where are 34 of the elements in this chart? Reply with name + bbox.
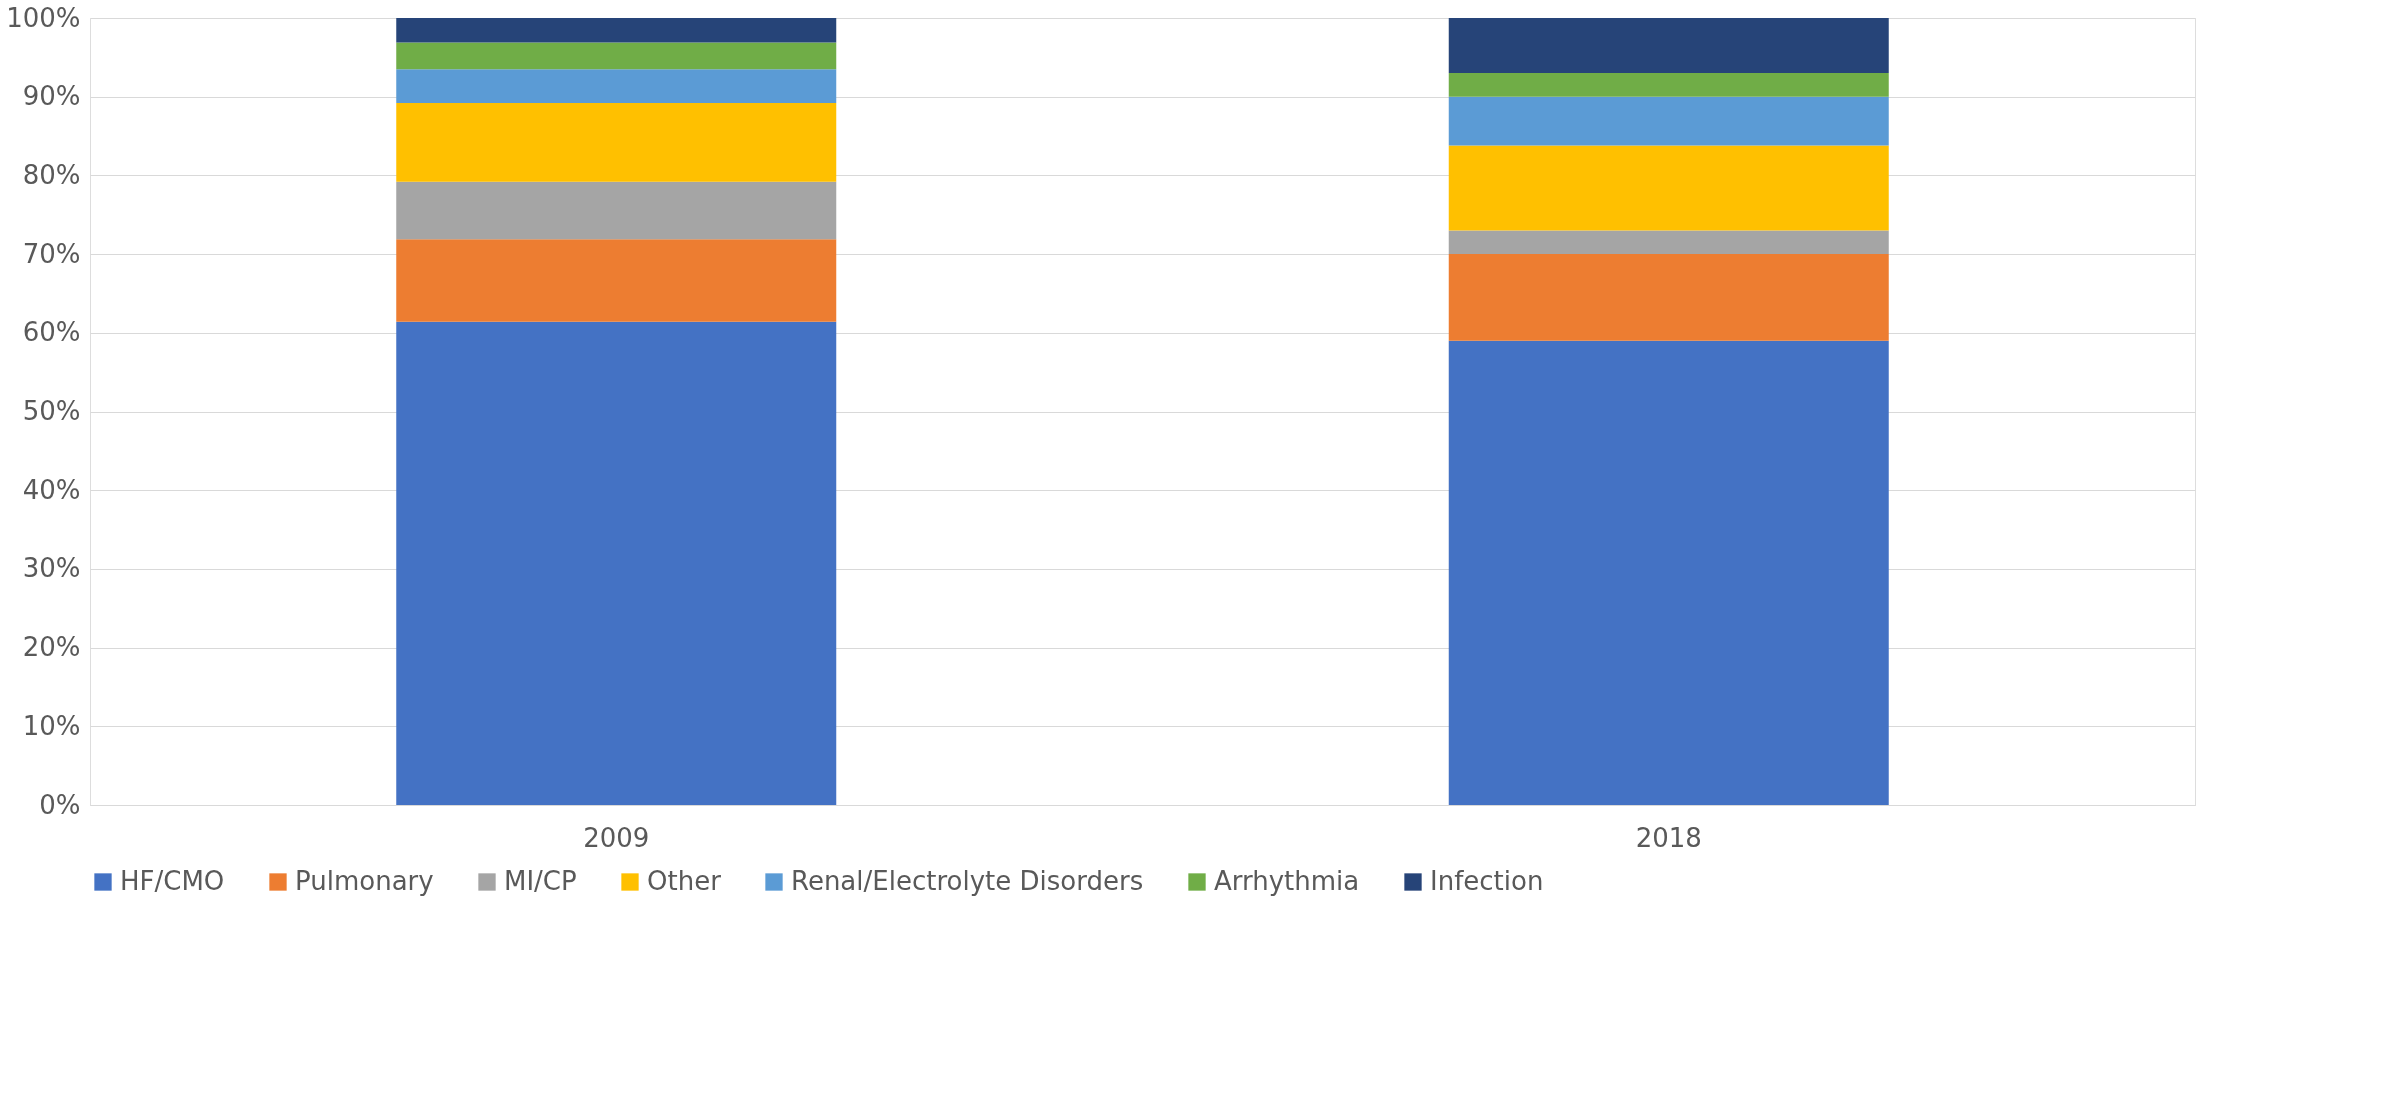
y-tick-label: 70% [22,238,81,269]
bar [1448,145,1889,231]
y-tick-label: 80% [22,159,81,190]
y-tick-label: 30% [22,553,81,584]
bar [396,42,837,70]
y-tick-label: 40% [22,474,81,505]
bar [1448,18,1889,74]
bar [1448,340,1889,805]
y-tick-label: 100% [6,2,81,33]
bar [396,69,837,103]
y-tick-label: 90% [22,81,81,112]
legend-label: Pulmonary [295,866,434,896]
bar [1448,230,1889,255]
bar [396,321,837,805]
y-tick-label: 20% [22,632,81,663]
legend-label: Renal/Electrolyte Disorders [791,866,1144,896]
x-tick-label: 2009 [583,822,650,853]
x-tick-label: 2018 [1635,822,1702,853]
legend-label: Infection [1430,866,1544,896]
bar [396,181,837,240]
bar [396,239,837,322]
y-tick-label: 10% [22,710,81,741]
bar [1448,96,1889,146]
y-tick-label: 0% [39,789,81,820]
bar [396,103,837,182]
y-tick-label: 50% [22,396,81,426]
bar [1448,254,1889,341]
legend-label: HF/CMO [120,866,225,896]
bar [396,18,837,43]
y-tick-label: 60% [22,317,81,348]
legend-label: Arrhythmia [1214,866,1360,896]
legend-label: MI/CP [504,866,577,896]
legend-label: Other [647,866,722,896]
bar [1448,73,1889,97]
